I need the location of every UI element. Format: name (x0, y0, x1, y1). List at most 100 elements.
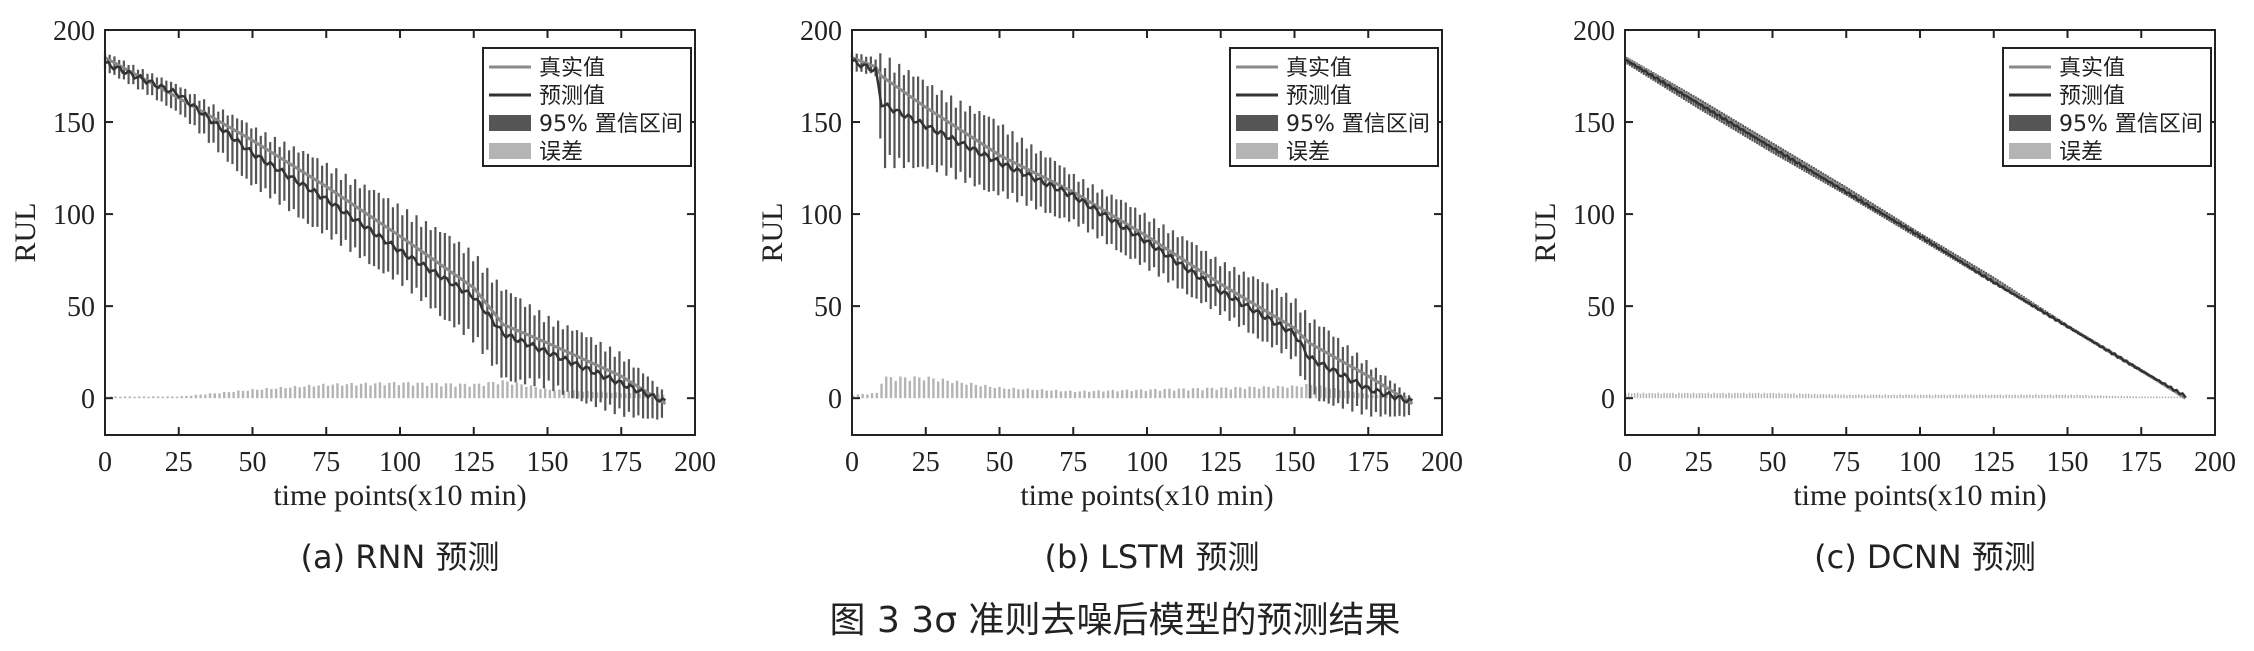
error-bar (1630, 393, 1633, 399)
error-bar (1234, 387, 1237, 399)
y-tick-label: 0 (1601, 384, 1615, 415)
x-tick-label: 50 (239, 447, 267, 478)
error-bar (274, 388, 278, 399)
error-bar (600, 391, 603, 399)
error-bar (628, 392, 632, 399)
error-bar (2038, 395, 2040, 399)
x-tick-label: 175 (2120, 447, 2162, 478)
error-bar (2147, 396, 2149, 399)
error-bar (1371, 395, 1374, 399)
error-bar (1229, 389, 1232, 399)
error-bar (624, 393, 627, 399)
error-bar (2123, 396, 2126, 399)
error-bar (1970, 394, 1972, 399)
error-bar (397, 385, 401, 399)
error-bar (1834, 394, 1836, 399)
error-bar (1713, 392, 1715, 399)
error-bar (1135, 389, 1138, 399)
error-bar (2132, 396, 2134, 399)
error-bar (180, 396, 183, 399)
error-bar (1130, 391, 1133, 399)
error-bar (501, 380, 504, 399)
error-bar (1984, 394, 1987, 399)
panel-caption: (a) RNN 预测 (300, 538, 499, 576)
error-bar (364, 382, 367, 399)
error-bar (1083, 390, 1086, 399)
error-bar (416, 382, 419, 399)
error-bar (374, 383, 377, 399)
error-bar (1725, 393, 1727, 399)
legend-label: 95% 置信区间 (1286, 112, 1430, 137)
error-bar (293, 385, 297, 399)
error-bar (142, 396, 146, 399)
error-bar (1964, 394, 1966, 399)
legend-label: 95% 置信区间 (2059, 112, 2203, 137)
error-bar (955, 380, 959, 399)
y-tick-label: 150 (1573, 108, 1615, 139)
error-bar (1073, 391, 1077, 399)
error-bar (2097, 395, 2099, 399)
x-tick-label: 25 (1685, 447, 1713, 478)
panel-caption: (b) LSTM 预测 (1045, 538, 1260, 576)
x-tick-label: 200 (674, 447, 716, 478)
y-axis-label: RUL (9, 203, 42, 263)
error-bar (1831, 395, 1833, 399)
error-bar (861, 393, 864, 399)
error-bar (1660, 393, 1662, 399)
error-bar (208, 393, 212, 399)
error-bar (1925, 394, 1928, 399)
error-bar (1121, 390, 1124, 399)
error-bar (1286, 387, 1289, 399)
error-bar (411, 385, 415, 399)
error-bar (1828, 394, 1831, 399)
error-bar (1917, 395, 1919, 399)
x-tick-label: 75 (1059, 447, 1087, 478)
error-bar (307, 384, 311, 399)
error-bar (1177, 388, 1181, 399)
error-bar (1669, 393, 1671, 399)
error-bar (1781, 393, 1783, 399)
x-tick-label: 150 (527, 447, 569, 478)
error-bar (610, 392, 613, 399)
error-bar (2105, 395, 2108, 399)
error-bar (946, 380, 949, 399)
error-bar (227, 392, 231, 399)
error-bar (661, 394, 665, 399)
error-bar (1745, 393, 1748, 399)
error-bar (1961, 394, 1963, 399)
error-bar (2144, 396, 2146, 399)
error-bar (2153, 396, 2155, 399)
error-bar (2008, 394, 2010, 399)
error-bar (1804, 393, 1807, 399)
error-bar (1408, 396, 1412, 399)
error-bar (1775, 393, 1777, 399)
error-bar (1863, 394, 1866, 399)
error-bar (2120, 395, 2123, 399)
error-bar (1952, 395, 1954, 399)
error-bar (1366, 394, 1369, 399)
error-bar (2185, 396, 2187, 399)
error-bar (185, 395, 188, 399)
x-tick-label: 175 (600, 447, 642, 478)
error-bar (161, 396, 165, 399)
x-tick-label: 75 (1832, 447, 1860, 478)
error-bar (341, 385, 344, 399)
error-bar (359, 383, 363, 399)
error-bar (2005, 394, 2008, 399)
error-bar (1772, 392, 1774, 399)
error-bar (1645, 393, 1648, 399)
error-bar (2094, 395, 2096, 399)
error-bar (2099, 395, 2102, 399)
error-bar (2156, 396, 2158, 399)
error-bar (562, 390, 566, 399)
error-bar (1333, 387, 1336, 399)
error-bar (2026, 394, 2028, 399)
legend-swatch (2009, 115, 2051, 131)
error-bar (1737, 392, 1739, 399)
error-bar (1642, 392, 1645, 399)
y-tick-label: 0 (828, 384, 842, 415)
error-bar (2023, 395, 2025, 399)
x-tick-label: 125 (453, 447, 495, 478)
error-bar (1816, 394, 1819, 399)
error-bar (213, 393, 216, 399)
